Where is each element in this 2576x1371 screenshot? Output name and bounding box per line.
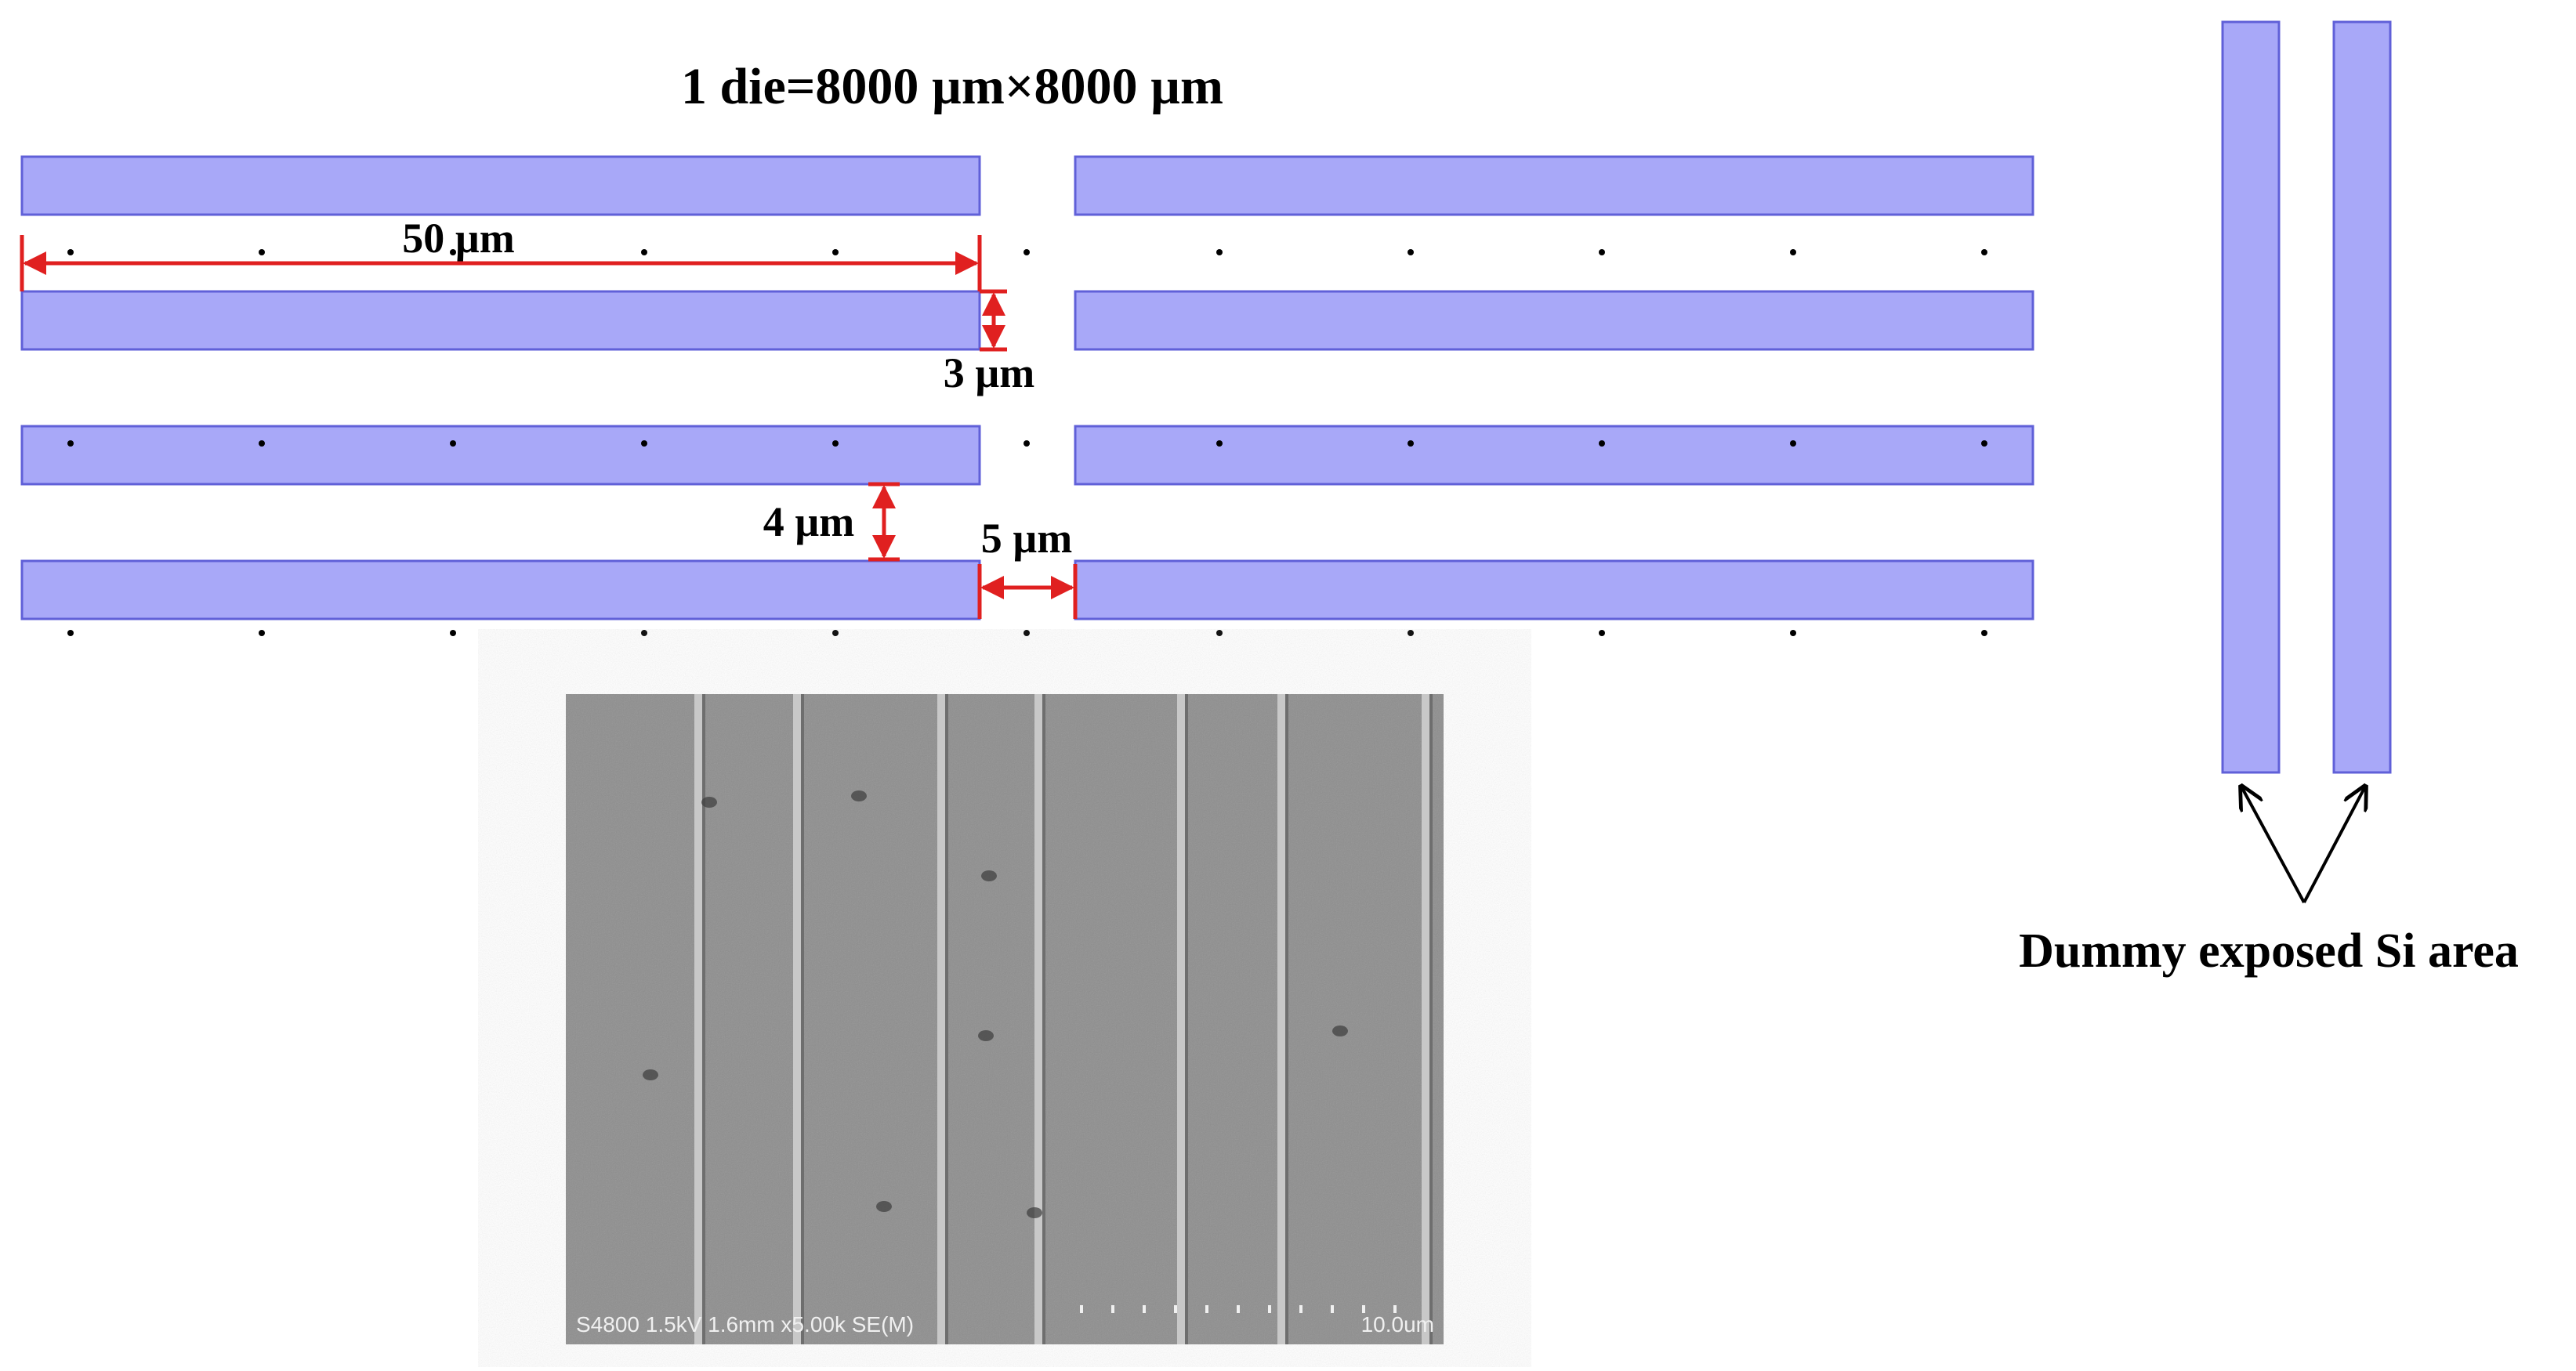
sem-scale-tick: [1362, 1305, 1365, 1313]
alignment-dot: [1024, 249, 1030, 255]
sem-scale-tick: [1174, 1305, 1177, 1313]
sem-image: S4800 1.5kV 1.6mm x5.00k SE(M) 10.0um: [566, 694, 1444, 1344]
dummy-bar-right: [2332, 20, 2392, 774]
sem-line-shadow: [1042, 694, 1045, 1344]
alignment-dot: [1790, 249, 1796, 255]
alignment-dot: [1599, 249, 1605, 255]
alignment-dot: [1790, 440, 1796, 447]
sem-defect: [1332, 1026, 1348, 1036]
alignment-dot: [1599, 630, 1605, 636]
sem-defect: [981, 870, 997, 881]
alignment-dot: [450, 440, 456, 447]
alignment-dot: [832, 249, 839, 255]
sem-line-shadow: [1185, 694, 1188, 1344]
alignment-dot: [1216, 249, 1223, 255]
gap-label: 5 µm: [981, 515, 1073, 562]
alignment-dot: [259, 630, 265, 636]
sem-scale-tick: [1268, 1305, 1271, 1313]
line-pattern-2-left: [20, 290, 981, 351]
line-pattern-1-left: [20, 155, 981, 216]
line-pattern-2-right: [1074, 290, 2034, 351]
dummy-arrow-left: [2241, 787, 2306, 903]
sem-scale-tick: [1299, 1305, 1302, 1313]
sem-scale-label: 10.0um: [1361, 1312, 1434, 1337]
alignment-dot: [1216, 630, 1223, 636]
length-dimension: 50 µm: [20, 215, 982, 291]
sem-line-shadow: [945, 694, 948, 1344]
alignment-dot: [832, 440, 839, 447]
line-pattern-group: [20, 155, 2034, 620]
alignment-dot: [1981, 630, 1987, 636]
line-width-label: 3 µm: [944, 349, 1035, 396]
sem-defect: [876, 1201, 892, 1212]
sem-line-shadow: [1285, 694, 1288, 1344]
sem-defect: [851, 790, 867, 801]
dummy-arrow-right: [2302, 787, 2365, 903]
alignment-dot: [641, 440, 647, 447]
sem-scale-tick: [1331, 1305, 1334, 1313]
sem-line-features: [694, 694, 1433, 1344]
sem-defect: [1027, 1207, 1042, 1218]
sem-line: [1422, 694, 1429, 1344]
sem-line-shadow: [801, 694, 804, 1344]
sem-defect: [978, 1030, 994, 1041]
sem-scale-tick: [1393, 1305, 1397, 1313]
alignment-dot: [1408, 249, 1414, 255]
sem-scale-tick: [1143, 1305, 1146, 1313]
sem-line: [694, 694, 702, 1344]
alignment-dot: [1981, 440, 1987, 447]
sem-scale-bar: [1080, 1305, 1397, 1313]
dummy-bar-left: [2221, 20, 2281, 774]
length-label: 50 µm: [402, 215, 515, 262]
alignment-dot: [67, 249, 74, 255]
alignment-dot: [259, 440, 265, 447]
sem-line: [793, 694, 801, 1344]
alignment-dot: [450, 630, 456, 636]
alignment-dot: [67, 440, 74, 447]
sem-scale-tick: [1237, 1305, 1240, 1313]
sem-scale-tick: [1205, 1305, 1208, 1313]
line-pattern-4-right: [1074, 559, 2034, 620]
space-dimension: 4 µm: [763, 482, 900, 562]
gap-dimension: 5 µm: [977, 515, 1078, 619]
sem-line: [1277, 694, 1285, 1344]
alignment-dot: [832, 630, 839, 636]
alignment-dot: [1408, 630, 1414, 636]
alignment-dot: [1599, 440, 1605, 447]
sem-line: [937, 694, 945, 1344]
sem-line: [1034, 694, 1042, 1344]
die-size-title: 1 die=8000 µm×8000 µm: [681, 58, 1223, 115]
line-pattern-1-right: [1074, 155, 2034, 216]
sem-info: S4800 1.5kV 1.6mm x5.00k SE(M): [576, 1312, 914, 1337]
alignment-dot: [1216, 440, 1223, 447]
sem-scale-tick: [1080, 1305, 1083, 1313]
dummy-area: Dummy exposed Si area: [2019, 20, 2519, 978]
alignment-dot: [67, 630, 74, 636]
sem-scale-tick: [1111, 1305, 1114, 1313]
alignment-dot: [1408, 440, 1414, 447]
alignment-dot: [1790, 630, 1796, 636]
space-label: 4 µm: [763, 498, 855, 545]
line-pattern-3-left: [20, 425, 981, 486]
line-pattern-3-right: [1074, 425, 2034, 486]
sem-line-shadow: [1429, 694, 1433, 1344]
alignment-dot: [641, 249, 647, 255]
sem-defects: [643, 790, 1348, 1218]
sem-defect: [643, 1069, 658, 1080]
line-width-dimension: 3 µm: [944, 289, 1035, 396]
alignment-dot: [259, 249, 265, 255]
alignment-dot: [1024, 630, 1030, 636]
alignment-dot: [1024, 440, 1030, 447]
alignment-dot: [641, 630, 647, 636]
sem-line: [1177, 694, 1185, 1344]
sem-line-shadow: [702, 694, 705, 1344]
dummy-label: Dummy exposed Si area: [2019, 924, 2519, 978]
sem-defect: [701, 797, 717, 808]
alignment-dot: [1981, 249, 1987, 255]
line-pattern-4-left: [20, 559, 981, 620]
